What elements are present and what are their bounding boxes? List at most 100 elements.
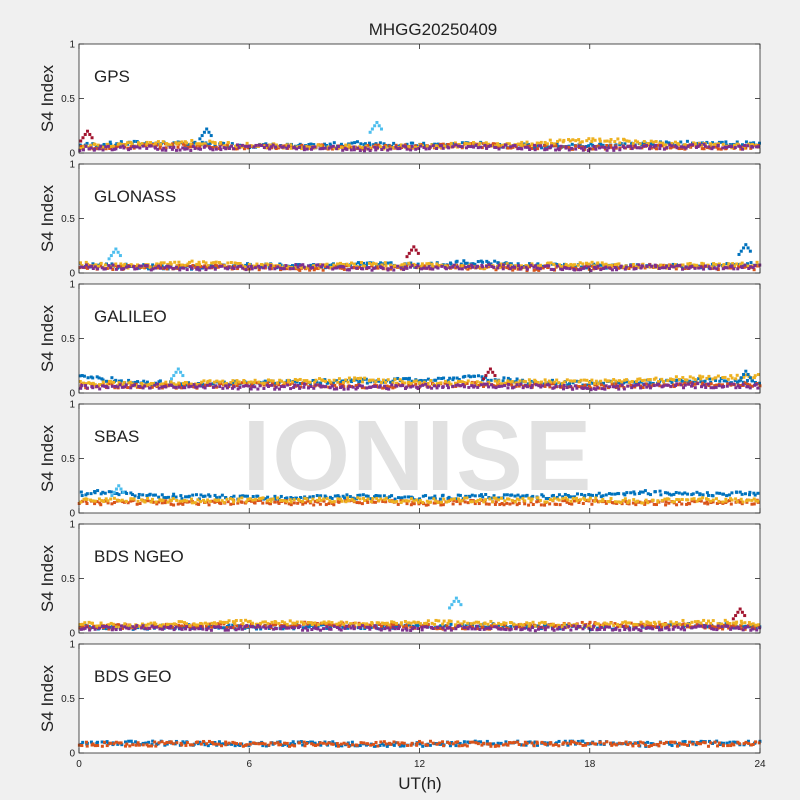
data-point (84, 382, 88, 386)
peak-point (118, 254, 122, 258)
data-point (203, 383, 207, 387)
data-point (292, 146, 296, 150)
data-point (753, 374, 757, 378)
data-point (125, 626, 129, 630)
data-point (641, 141, 645, 145)
data-point (430, 143, 434, 147)
data-point (423, 625, 427, 629)
data-point (700, 147, 704, 151)
data-point (221, 386, 225, 390)
data-point (183, 498, 187, 502)
data-point (135, 384, 139, 388)
data-point (119, 379, 123, 383)
data-point (585, 499, 589, 503)
data-point (181, 502, 185, 506)
data-point (389, 380, 393, 384)
data-point (707, 374, 711, 378)
data-point (673, 140, 677, 144)
data-point (387, 499, 391, 503)
data-point (461, 383, 465, 387)
data-point (634, 500, 638, 504)
data-point (290, 626, 294, 630)
data-point (308, 382, 312, 386)
data-point (556, 623, 560, 627)
data-point (143, 264, 147, 268)
data-point (140, 264, 144, 268)
data-point (127, 381, 131, 385)
data-point (718, 491, 722, 495)
data-point (398, 378, 402, 382)
data-point (325, 625, 329, 629)
data-point (583, 493, 587, 497)
data-point (505, 493, 509, 497)
data-point (460, 499, 464, 503)
data-point (215, 625, 219, 629)
data-point (171, 267, 175, 271)
data-point (539, 263, 543, 267)
data-point (273, 387, 277, 391)
data-point (335, 262, 339, 266)
data-point (752, 268, 756, 272)
data-point (478, 266, 482, 270)
data-point (581, 386, 585, 390)
data-point (80, 374, 84, 378)
data-point (596, 144, 600, 148)
data-point (166, 500, 170, 504)
data-point (258, 498, 262, 502)
data-point (629, 144, 633, 148)
data-point (251, 385, 255, 389)
data-point (551, 622, 555, 626)
data-point (304, 144, 308, 148)
data-point (571, 387, 575, 391)
data-point (213, 493, 217, 497)
data-point (605, 144, 609, 148)
data-point (314, 623, 318, 627)
data-point (347, 264, 351, 268)
data-point (619, 264, 623, 268)
data-point (93, 491, 97, 495)
data-point (280, 625, 284, 629)
data-point (121, 144, 125, 148)
data-point (571, 381, 575, 385)
data-point (335, 266, 339, 270)
data-point (289, 500, 293, 504)
data-point (193, 146, 197, 150)
data-point (258, 625, 262, 629)
data-point (551, 382, 555, 386)
data-point (515, 497, 519, 501)
data-point (635, 379, 639, 383)
data-point (374, 142, 378, 146)
data-point (383, 261, 387, 265)
data-point (78, 626, 82, 630)
data-point (469, 622, 473, 626)
data-point (172, 385, 176, 389)
data-point (706, 263, 710, 267)
data-point (370, 622, 374, 626)
data-point (204, 268, 208, 272)
data-point (646, 265, 650, 269)
data-point (688, 622, 692, 626)
data-point (525, 493, 529, 497)
data-point (661, 266, 665, 270)
data-point (268, 498, 272, 502)
data-point (322, 499, 326, 503)
data-point (601, 143, 605, 147)
data-point (737, 264, 741, 268)
data-point (605, 139, 609, 143)
data-point (705, 140, 709, 144)
data-point (162, 625, 166, 629)
data-point (135, 145, 139, 149)
data-point (370, 264, 374, 268)
data-point (648, 381, 652, 385)
data-point (243, 144, 247, 148)
data-point (667, 624, 671, 628)
data-point (85, 502, 89, 506)
data-point (118, 145, 122, 149)
data-point (752, 141, 756, 145)
data-point (489, 624, 493, 628)
data-point (220, 264, 224, 268)
data-point (722, 492, 726, 496)
data-point (85, 492, 89, 496)
data-point (711, 145, 715, 149)
data-point (241, 622, 245, 626)
